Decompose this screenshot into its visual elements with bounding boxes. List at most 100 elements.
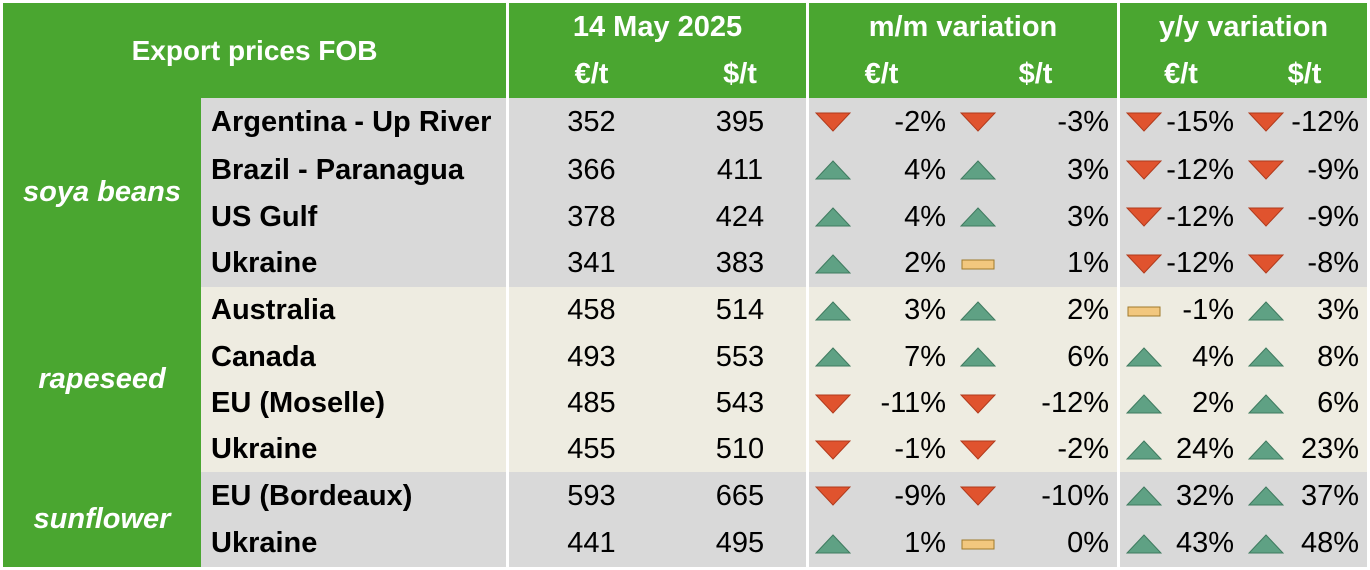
price-usd-cell: 424 — [674, 194, 806, 240]
origin-cell-text: Brazil - Paranagua — [211, 153, 465, 186]
mm-eur-cell: 4% — [809, 146, 954, 194]
yy-eur-cell-text: -12% — [1166, 200, 1234, 233]
yy-usd-cell: -9% — [1242, 146, 1367, 194]
yy-usd-cell-text: -9% — [1307, 153, 1359, 186]
up-triangle-icon — [815, 207, 851, 227]
unit-usd-price-text: $/t — [723, 58, 757, 90]
mm-eur-cell-text: 3% — [904, 294, 946, 326]
yy-usd-cell: 23% — [1242, 427, 1367, 472]
up-triangle-icon — [1248, 533, 1284, 553]
group-label-sunflower-text: sunflower — [33, 503, 171, 535]
mm-eur-cell-text: 1% — [904, 527, 946, 559]
price-eur-cell-text: 441 — [567, 527, 616, 559]
mm-usd-cell: 1% — [954, 240, 1117, 287]
yy-usd-cell-text: 37% — [1300, 479, 1359, 512]
yy-variation-header: y/y variation — [1120, 3, 1367, 51]
mm-eur-cell: 4% — [809, 194, 954, 240]
down-triangle-icon — [1126, 160, 1162, 180]
price-eur-cell: 378 — [509, 194, 674, 240]
table-title-text: Export prices FOB — [131, 34, 378, 66]
mm-variation-header-text: m/m variation — [868, 10, 1058, 43]
yy-variation-header-text: y/y variation — [1158, 10, 1329, 43]
yy-usd-cell-text: -8% — [1307, 247, 1359, 279]
down-triangle-icon — [1126, 207, 1162, 227]
yy-usd-cell-text: 23% — [1300, 433, 1359, 465]
unit-usd-mm: $/t — [954, 51, 1117, 98]
origin-cell: Brazil - Paranagua — [201, 146, 506, 194]
price-eur-cell: 493 — [509, 334, 674, 380]
yy-usd-cell: 3% — [1242, 287, 1367, 334]
down-triangle-icon — [960, 486, 996, 506]
date-header: 14 May 2025 — [509, 3, 806, 51]
up-triangle-icon — [815, 253, 851, 273]
yy-usd-cell-text: 3% — [1317, 294, 1359, 326]
price-usd-cell: 543 — [674, 380, 806, 427]
price-eur-cell: 441 — [509, 520, 674, 567]
up-triangle-icon — [960, 347, 996, 367]
up-triangle-icon — [960, 160, 996, 180]
price-eur-cell-text: 366 — [567, 153, 616, 186]
up-triangle-icon — [1126, 486, 1162, 506]
origin-cell: Argentina - Up River — [201, 98, 506, 146]
column-divider — [506, 3, 509, 567]
flat-bar-icon — [961, 539, 995, 549]
mm-eur-cell-text: 7% — [904, 340, 946, 373]
yy-eur-cell: 32% — [1120, 472, 1242, 520]
unit-eur-mm-text: €/t — [864, 58, 899, 90]
up-triangle-icon — [1126, 439, 1162, 459]
down-triangle-icon — [1126, 254, 1162, 274]
mm-eur-cell-text: -2% — [894, 105, 946, 138]
mm-eur-cell-text: 4% — [904, 153, 946, 186]
origin-cell: Ukraine — [201, 240, 506, 287]
origin-cell: EU (Moselle) — [201, 380, 506, 427]
price-eur-cell-text: 593 — [567, 479, 616, 512]
down-triangle-icon — [1248, 254, 1284, 274]
unit-eur-yy-text: €/t — [1164, 58, 1198, 90]
mm-eur-cell: -2% — [809, 98, 954, 146]
mm-eur-cell-text: -9% — [894, 479, 946, 512]
yy-eur-cell-text: -15% — [1166, 105, 1234, 138]
price-eur-cell: 366 — [509, 146, 674, 194]
price-usd-cell-text: 383 — [715, 247, 765, 279]
price-eur-cell: 458 — [509, 287, 674, 334]
up-triangle-icon — [960, 207, 996, 227]
yy-eur-cell: 24% — [1120, 427, 1242, 472]
price-usd-cell-text: 543 — [715, 387, 765, 419]
down-triangle-icon — [1248, 207, 1284, 227]
up-triangle-icon — [815, 300, 851, 320]
yy-usd-cell: -9% — [1242, 194, 1367, 240]
origin-cell: Ukraine — [201, 427, 506, 472]
mm-usd-cell: 3% — [954, 194, 1117, 240]
unit-usd-mm-text: $/t — [1018, 58, 1053, 90]
mm-eur-cell: 7% — [809, 334, 954, 380]
up-triangle-icon — [1248, 300, 1284, 320]
mm-eur-cell: -11% — [809, 380, 954, 427]
down-triangle-icon — [815, 394, 851, 414]
mm-usd-cell-text: 3% — [1067, 200, 1109, 233]
yy-usd-cell: 8% — [1242, 334, 1367, 380]
yy-eur-cell: -1% — [1120, 287, 1242, 334]
table-title: Export prices FOB — [3, 3, 506, 98]
price-usd-cell: 395 — [674, 98, 806, 146]
price-usd-cell-text: 510 — [715, 433, 765, 465]
yy-eur-cell-text: 24% — [1175, 433, 1234, 465]
unit-usd-price: $/t — [674, 51, 806, 98]
mm-usd-cell: 3% — [954, 146, 1117, 194]
mm-usd-cell-text: 1% — [1067, 247, 1109, 279]
price-eur-cell: 485 — [509, 380, 674, 427]
origin-cell-text: Argentina - Up River — [211, 105, 492, 138]
origin-cell: US Gulf — [201, 194, 506, 240]
price-eur-cell-text: 493 — [567, 340, 616, 373]
column-divider — [1117, 3, 1120, 567]
price-usd-cell: 514 — [674, 287, 806, 334]
mm-usd-cell: 2% — [954, 287, 1117, 334]
yy-eur-cell: 43% — [1120, 520, 1242, 567]
mm-eur-cell: 1% — [809, 520, 954, 567]
mm-usd-cell-text: -2% — [1057, 433, 1109, 465]
mm-eur-cell: 3% — [809, 287, 954, 334]
origin-cell-text: Canada — [211, 340, 316, 373]
price-eur-cell-text: 341 — [567, 247, 616, 279]
down-triangle-icon — [815, 486, 851, 506]
yy-eur-cell-text: -12% — [1166, 153, 1234, 186]
price-usd-cell-text: 553 — [715, 340, 765, 373]
